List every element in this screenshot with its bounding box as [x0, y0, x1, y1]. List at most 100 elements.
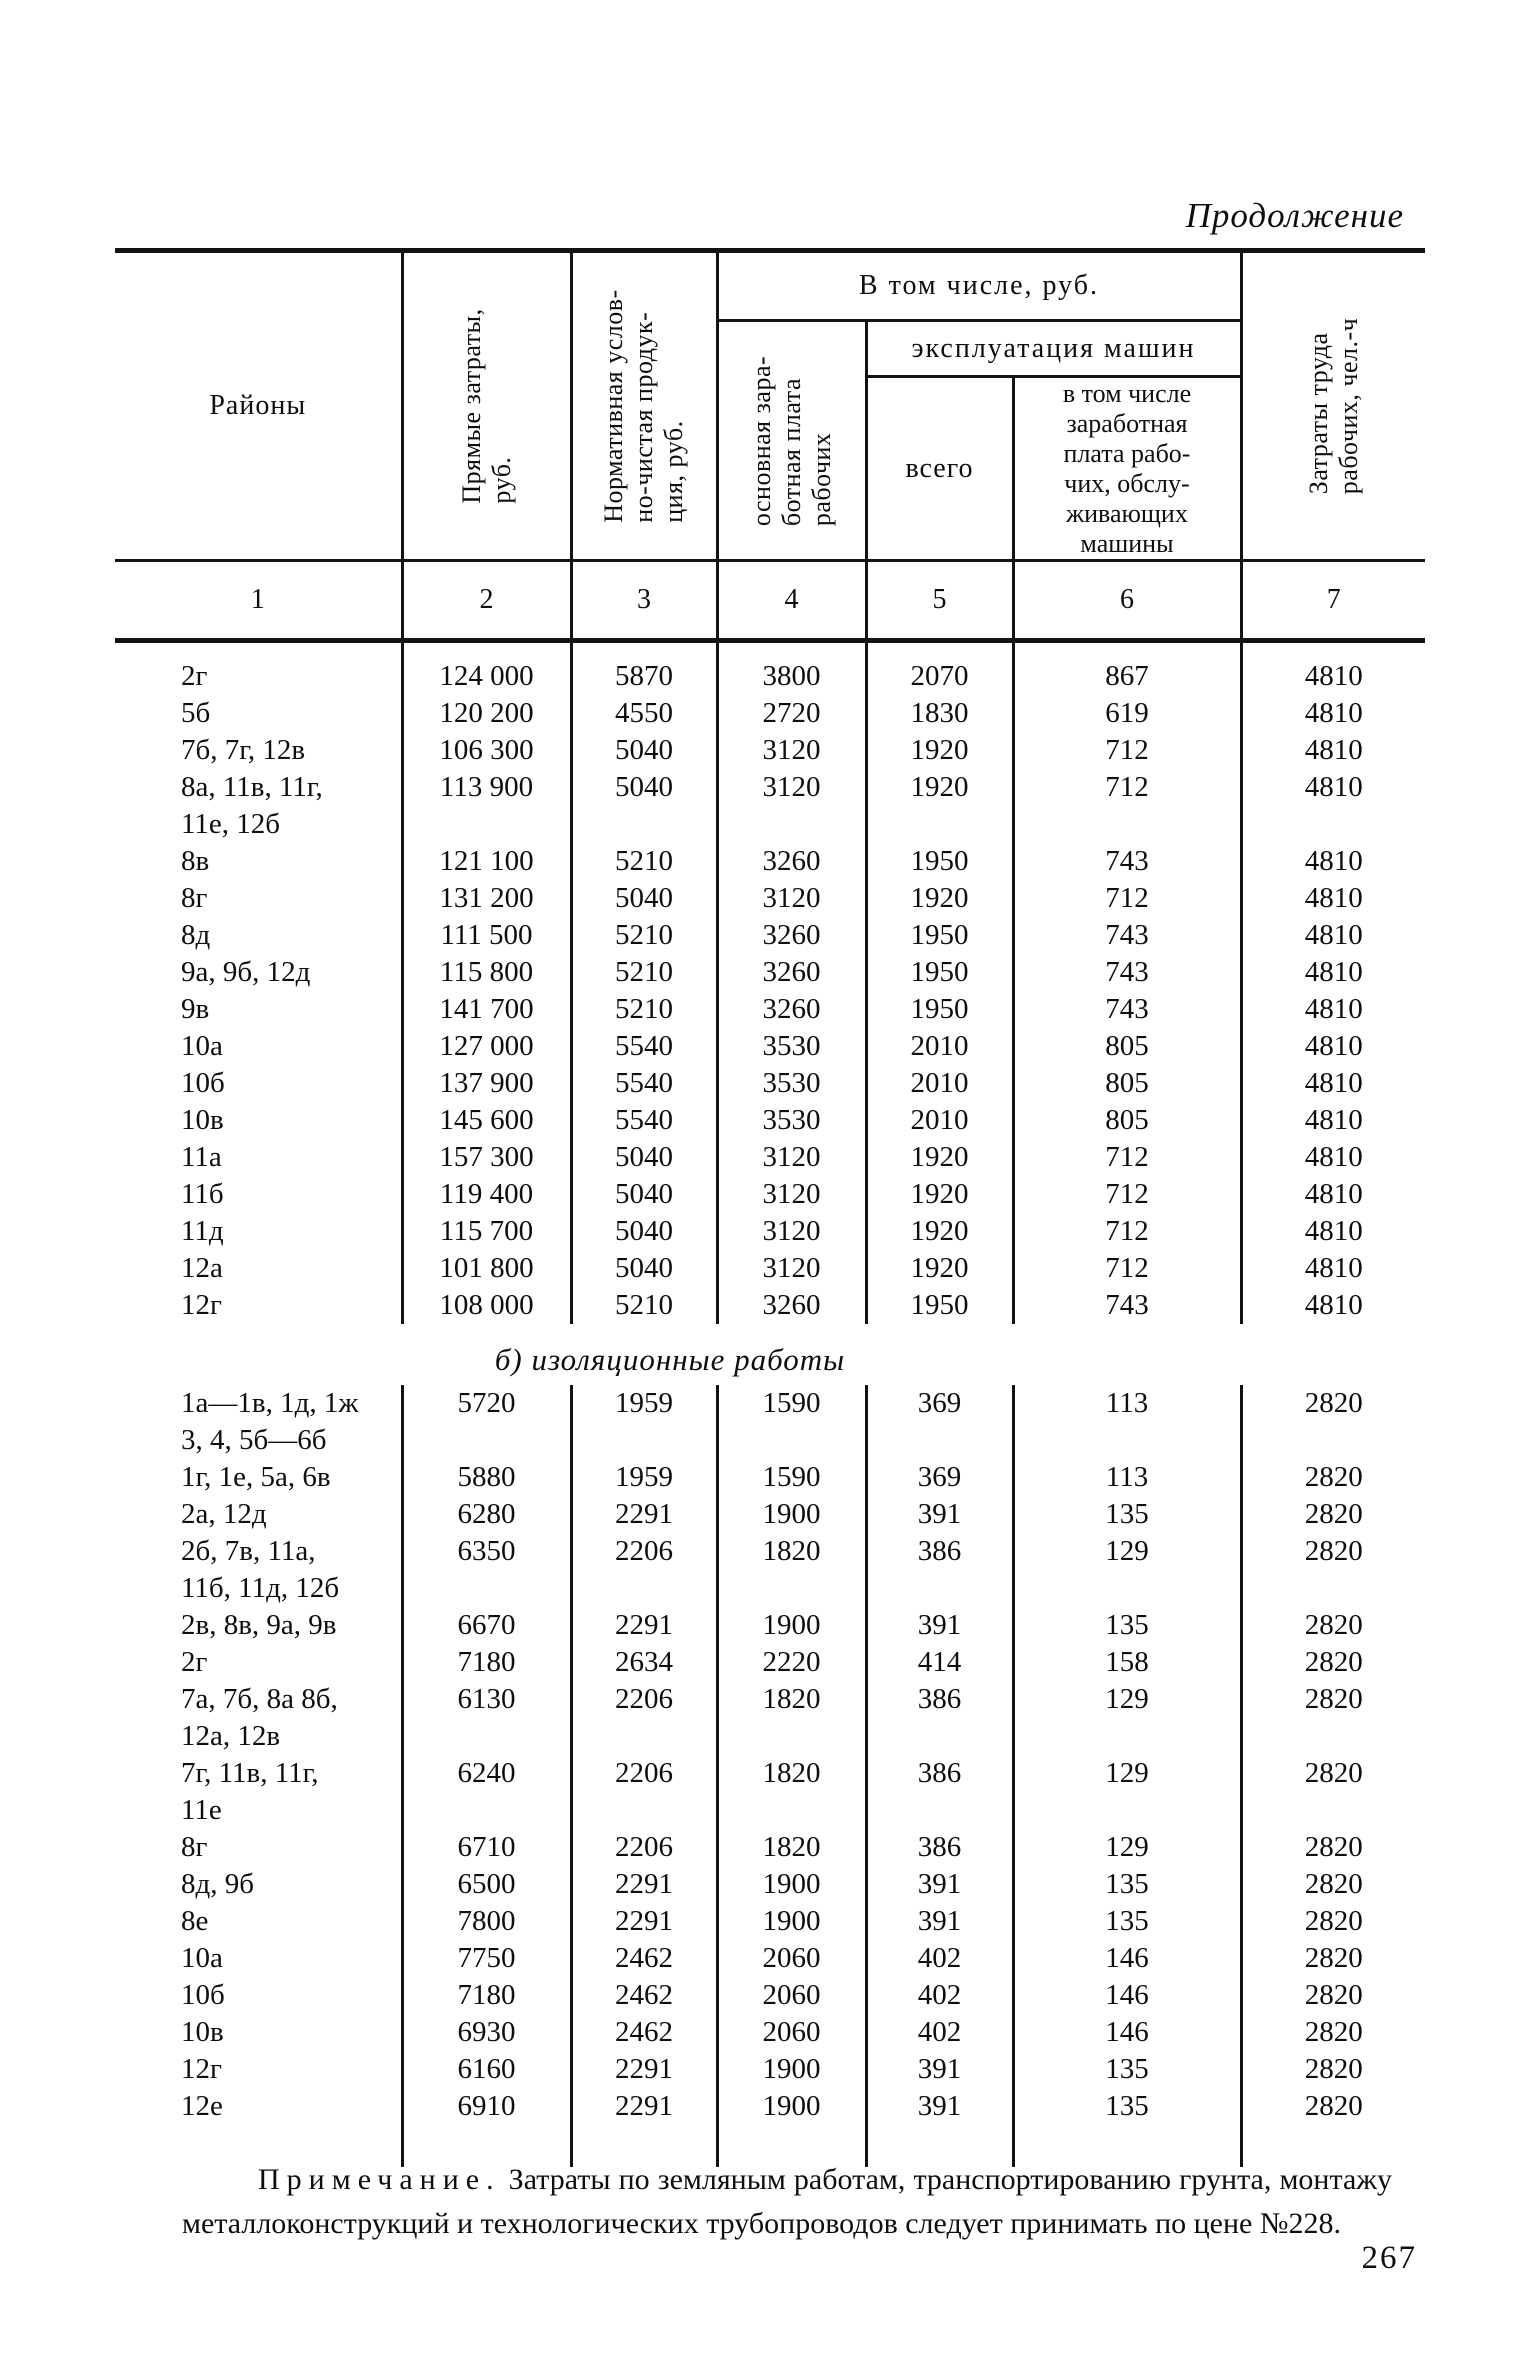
value-cell: 3120 [715, 880, 866, 917]
table-row: 10в 6930 2462 2060 402 146 2820 [115, 2014, 1425, 2051]
value-cell: 2206 [569, 1755, 717, 1829]
value-cell: 2820 [1239, 1903, 1425, 1940]
header-normative-production-text: Нормативная услов- но-чистая продук- ция… [599, 289, 688, 523]
value-cell: 1900 [715, 1496, 866, 1533]
table-row: 8д, 9б 6500 2291 1900 391 135 2820 [115, 1866, 1425, 1903]
value-cell: 3120 [715, 1139, 866, 1176]
table-row: 12г 108 000 5210 3260 1950 743 4810 [115, 1287, 1425, 1324]
value-cell: 386 [864, 1755, 1013, 1829]
region-cell: 10в [181, 1104, 224, 1136]
value-cell: 402 [864, 1940, 1013, 1977]
value-cell: 131 200 [400, 880, 571, 917]
value-cell: 6710 [400, 1829, 571, 1866]
header-direct-costs: Прямые затраты, руб. [400, 250, 571, 561]
header-machine-operators-wages: в том числе заработная плата рабо- чих, … [1011, 376, 1241, 561]
value-cell: 712 [1011, 1250, 1241, 1287]
value-cell: 4810 [1239, 880, 1425, 917]
header-basic-wages-text: основная зара- ботная плата рабочих [746, 355, 836, 526]
region-cell: 10а [181, 1942, 223, 1974]
value-cell: 129 [1011, 1533, 1241, 1607]
value-cell: 2291 [569, 1496, 717, 1533]
region-cell: 8в [181, 845, 210, 877]
value-cell: 5540 [569, 1028, 717, 1065]
value-cell: 129 [1011, 1829, 1241, 1866]
value-cell: 2070 [864, 640, 1013, 695]
value-cell: 1820 [715, 1755, 866, 1829]
value-cell: 108 000 [400, 1287, 571, 1324]
value-cell: 4810 [1239, 954, 1425, 991]
region-cell: 12г [181, 1289, 222, 1321]
section-title: б) изоляционные работы [494, 1342, 846, 1377]
value-cell: 120 200 [400, 695, 571, 732]
value-cell: 2462 [569, 1940, 717, 1977]
value-cell: 6160 [400, 2051, 571, 2088]
value-cell: 2291 [569, 1607, 717, 1644]
value-cell: 145 600 [400, 1102, 571, 1139]
value-cell: 6670 [400, 1607, 571, 1644]
header-group-machines: эксплуатация машин [864, 320, 1241, 378]
value-cell: 2010 [864, 1065, 1013, 1102]
region-cell: 10а [181, 1030, 223, 1062]
value-cell: 146 [1011, 1977, 1241, 2014]
value-cell: 712 [1011, 1176, 1241, 1213]
table-row: 10б 7180 2462 2060 402 146 2820 [115, 1977, 1425, 2014]
value-cell: 6350 [400, 1533, 571, 1607]
value-cell: 1820 [715, 1829, 866, 1866]
value-cell: 743 [1011, 917, 1241, 954]
value-cell: 5040 [569, 769, 717, 843]
value-cell: 121 100 [400, 843, 571, 880]
value-cell: 1920 [864, 732, 1013, 769]
value-cell: 2820 [1239, 1607, 1425, 1644]
table-wrap: Районы Прямые затраты, руб. Нормативная … [115, 248, 1425, 2167]
value-cell: 3260 [715, 954, 866, 991]
value-cell: 1920 [864, 1213, 1013, 1250]
value-cell: 391 [864, 1607, 1013, 1644]
value-cell: 712 [1011, 880, 1241, 917]
value-cell: 5040 [569, 1213, 717, 1250]
value-cell: 1920 [864, 880, 1013, 917]
value-cell: 3120 [715, 1176, 866, 1213]
value-cell: 3120 [715, 1250, 866, 1287]
column-number: 4 [715, 559, 866, 643]
region-cell: 8д [181, 919, 211, 951]
table-row: 1а—1в, 1д, 1ж 3, 4, 5б—6б 5720 1959 1590 369… [115, 1385, 1425, 1459]
value-cell: 2820 [1239, 1681, 1425, 1755]
value-cell: 146 [1011, 2014, 1241, 2051]
value-cell: 2820 [1239, 2014, 1425, 2051]
header-labor-costs-text: Затраты труда рабочих, чел.-ч [1303, 317, 1363, 495]
value-cell: 805 [1011, 1028, 1241, 1065]
value-cell: 4810 [1239, 1102, 1425, 1139]
value-cell: 146 [1011, 1940, 1241, 1977]
value-cell: 5040 [569, 880, 717, 917]
value-cell: 6280 [400, 1496, 571, 1533]
value-cell: 391 [864, 1496, 1013, 1533]
header-row-1: Районы Прямые затраты, руб. Нормативная … [115, 250, 1425, 561]
value-cell: 4810 [1239, 732, 1425, 769]
value-cell: 135 [1011, 2088, 1241, 2125]
value-cell: 2820 [1239, 1866, 1425, 1903]
value-cell: 4810 [1239, 917, 1425, 954]
table-row: 2г 124 000 5870 3800 2070 867 4810 [115, 640, 1425, 695]
value-cell: 5540 [569, 1065, 717, 1102]
value-cell: 1950 [864, 991, 1013, 1028]
value-cell: 5210 [569, 917, 717, 954]
value-cell: 2010 [864, 1028, 1013, 1065]
value-cell: 5870 [569, 640, 717, 695]
value-cell: 119 400 [400, 1176, 571, 1213]
spacer-cell [864, 2125, 1013, 2167]
table-row: 8д 111 500 5210 3260 1950 743 4810 [115, 917, 1425, 954]
value-cell: 1830 [864, 695, 1013, 732]
value-cell: 2820 [1239, 1496, 1425, 1533]
header-regions: Районы [209, 390, 307, 421]
region-cell: 8г [181, 1831, 208, 1863]
table-row: 10а 7750 2462 2060 402 146 2820 [115, 1940, 1425, 1977]
value-cell: 5540 [569, 1102, 717, 1139]
region-cell: 2в, 8в, 9а, 9в [181, 1609, 337, 1641]
value-cell: 5720 [400, 1385, 571, 1459]
value-cell: 743 [1011, 843, 1241, 880]
column-number: 6 [1011, 559, 1241, 643]
value-cell: 1920 [864, 1250, 1013, 1287]
value-cell: 2206 [569, 1533, 717, 1607]
table-body: 2г 124 000 5870 3800 2070 867 4810 5б 120 200 455… [115, 640, 1425, 2167]
value-cell: 4810 [1239, 1213, 1425, 1250]
